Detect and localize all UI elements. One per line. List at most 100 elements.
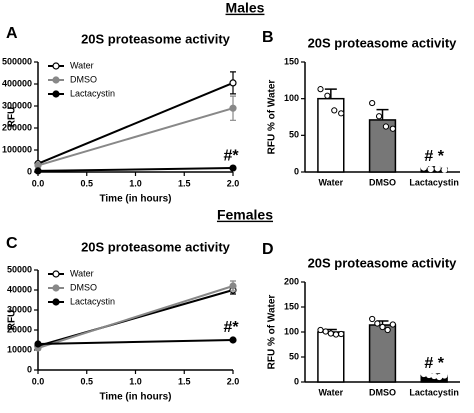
error-bar: [324, 88, 337, 99]
point: [229, 79, 237, 87]
data-point: [369, 315, 376, 323]
x-tick-label: Water: [318, 387, 343, 397]
data-point: [338, 330, 345, 338]
y-tick-label: 200: [284, 276, 299, 286]
y-tick-label: 150: [284, 301, 299, 311]
data-point: [389, 125, 396, 132]
data-point: [434, 165, 441, 172]
legend-label: Water: [70, 60, 94, 70]
bar: [368, 324, 397, 383]
series-line: [37, 339, 234, 345]
x-axis-label: Time (in hours): [99, 194, 171, 205]
chart-title: 20S proteasome activity: [81, 239, 231, 254]
point: [34, 167, 42, 175]
chart-title: 20S proteasome activity: [308, 35, 458, 50]
y-tick-label: 500000: [2, 56, 32, 66]
legend-marker: [52, 76, 60, 84]
y-axis-label: RFU % of Water: [267, 295, 278, 370]
data-point: [425, 371, 433, 379]
data-point: [338, 110, 345, 117]
legend-label: Water: [70, 268, 94, 278]
y-tick-label: 100: [284, 93, 299, 103]
y-tick-label: 20000: [7, 324, 32, 334]
y-tick-label: 40000: [7, 284, 32, 294]
legend-label: Lactacystin: [70, 88, 115, 98]
legend-label: DMSO: [70, 74, 97, 84]
y-tick-label: 0: [294, 376, 299, 386]
series-line: [37, 107, 234, 167]
legend-marker: [52, 298, 60, 306]
y-tick-label: 100: [284, 326, 299, 336]
y-tick-label: 50: [289, 351, 299, 361]
x-tick-label: Lactacystin: [409, 387, 459, 397]
bar: [317, 331, 345, 383]
y-axis-label: RFU: [7, 107, 18, 128]
y-tick-label: 0: [294, 166, 299, 176]
data-point: [389, 321, 396, 328]
y-axis-label: RFU: [7, 310, 18, 331]
error-bar: [376, 108, 389, 120]
panel-label: C: [6, 235, 18, 252]
legend-label: Lactacystin: [70, 296, 115, 306]
data-point: [369, 99, 376, 107]
point: [229, 336, 237, 344]
data-point: [331, 107, 338, 114]
data-point: [322, 328, 329, 335]
data-point: [427, 165, 434, 173]
panel-label: D: [262, 241, 274, 258]
y-axis-label: RFU % of Water: [267, 80, 278, 155]
data-point: [420, 164, 427, 171]
x-tick-label: 2.0: [227, 376, 240, 386]
y-tick-label: 30000: [7, 304, 32, 314]
legend-marker: [52, 62, 60, 70]
y-tick-label: 50000: [7, 264, 32, 274]
data-point: [431, 372, 438, 380]
point: [229, 282, 237, 290]
heading: Males: [226, 0, 265, 16]
x-tick-label: 1.5: [178, 178, 191, 188]
data-point: [441, 372, 448, 379]
series-line: [37, 285, 234, 349]
panel-label: A: [6, 25, 18, 42]
y-tick-label: 150: [284, 56, 299, 66]
data-point: [324, 92, 331, 99]
x-tick-label: 0.0: [32, 376, 45, 386]
y-tick-label: 0: [27, 166, 32, 176]
x-tick-label: 0.5: [80, 178, 93, 188]
y-tick-label: 10000: [7, 344, 32, 354]
y-tick-label: 0: [27, 364, 32, 374]
y-tick-label: 300000: [2, 100, 32, 110]
x-tick-label: 1.0: [129, 376, 142, 386]
x-tick-label: DMSO: [369, 387, 396, 397]
point: [34, 340, 42, 348]
x-tick-label: 2.0: [227, 178, 240, 188]
data-point: [382, 123, 390, 130]
y-tick-label: 50: [289, 130, 299, 140]
data-point: [327, 330, 334, 337]
x-tick-label: DMSO: [369, 177, 396, 187]
series-line: [37, 167, 234, 172]
point: [229, 104, 237, 112]
x-tick-label: 1.0: [129, 178, 142, 188]
x-tick-label: 0.0: [32, 178, 45, 188]
data-point: [441, 166, 448, 173]
data-point: [332, 331, 340, 338]
x-axis-label: Time (in hours): [99, 392, 171, 403]
y-tick-label: 400000: [2, 78, 32, 88]
annotation: #*: [223, 147, 239, 164]
data-point: [375, 113, 383, 120]
chart-title: 20S proteasome activity: [308, 255, 458, 270]
series-line: [37, 81, 234, 165]
y-tick-label: 100000: [2, 144, 32, 154]
y-tick-label: 200000: [2, 122, 32, 132]
data-point: [317, 326, 324, 334]
legend-marker: [52, 284, 60, 292]
legend-marker: [52, 270, 60, 278]
x-tick-label: 0.5: [80, 376, 93, 386]
heading: Females: [217, 207, 273, 223]
data-point: [374, 320, 381, 327]
legend-marker: [52, 90, 60, 98]
x-tick-label: 1.5: [178, 376, 191, 386]
annotation: # *: [424, 355, 444, 372]
x-tick-label: Water: [318, 177, 343, 187]
